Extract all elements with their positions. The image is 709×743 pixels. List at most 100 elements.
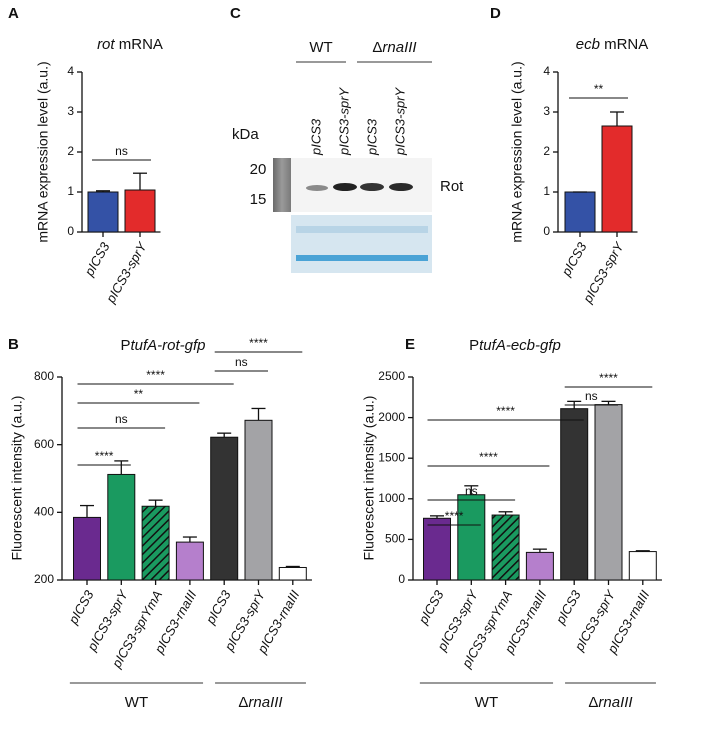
significance-label: ns: [115, 412, 128, 426]
bar: [278, 566, 307, 581]
bar: [628, 551, 657, 581]
band-label: Rot: [440, 178, 464, 195]
y-axis-label: Fluorescent intensity (a.u.): [361, 396, 377, 561]
y-tick-label: 0: [398, 572, 405, 586]
x-tick-label: pICS3: [65, 587, 97, 627]
lane-label: pICS3: [364, 118, 379, 156]
group-label: WT: [125, 694, 148, 711]
y-tick-label: 2: [67, 144, 74, 158]
significance-label: ****: [445, 509, 464, 523]
significance-label: **: [594, 82, 604, 96]
significance-label: **: [134, 387, 144, 401]
marker-label: 20: [250, 161, 267, 178]
y-tick-label: 4: [543, 64, 550, 78]
chart-title: PtufA-ecb-gfp: [469, 337, 561, 354]
significance-label: ns: [465, 484, 478, 498]
y-axis-label: mRNA expression level (a.u.): [509, 61, 525, 242]
bar: [423, 517, 451, 581]
chart-title-part: ecb: [576, 36, 600, 53]
y-tick-label: 4: [67, 64, 74, 78]
chart-title: rot mRNA: [97, 36, 163, 53]
bar: [457, 494, 486, 581]
y-tick-label: 0: [543, 224, 550, 238]
group-label: ΔrnaIII: [588, 694, 632, 711]
error-bar: [80, 504, 94, 518]
chart-title: ecb mRNA: [576, 36, 649, 53]
error-bar: [96, 190, 110, 192]
marker-label: 15: [250, 191, 267, 208]
bar: [87, 191, 119, 233]
chart-title-part: tufA-ecb-gfp: [479, 337, 561, 354]
group-label-part: Δ: [372, 39, 382, 56]
bar: [175, 541, 204, 581]
significance-label: ****: [249, 336, 268, 350]
y-tick-label: 800: [34, 369, 54, 383]
panel-letter: A: [8, 5, 19, 22]
group-label: WT: [309, 39, 332, 56]
error-bar: [251, 407, 266, 421]
unit-label: kDa: [232, 126, 259, 143]
chart-title-part: tufA-rot-gfp: [130, 337, 205, 354]
group-label-part: rnaIII: [598, 694, 632, 711]
y-axis-label: Fluorescent intensity (a.u.): [9, 396, 25, 561]
group-label: ΔrnaIII: [372, 39, 416, 56]
group-label-part: WT: [125, 694, 148, 711]
chart-title-part: rot: [97, 36, 115, 53]
x-tick-label: pICS3: [202, 587, 234, 627]
error-bar: [464, 485, 479, 495]
y-tick-label: 1500: [378, 450, 405, 464]
error-bar: [430, 515, 444, 519]
error-bar: [610, 111, 624, 126]
error-bar: [148, 499, 163, 507]
bar: [601, 125, 633, 233]
bar: [124, 189, 156, 233]
y-tick-label: 400: [34, 505, 54, 519]
y-tick-label: 2500: [378, 369, 405, 383]
group-label-part: WT: [309, 39, 332, 56]
error-bar: [114, 460, 129, 475]
bar: [141, 505, 170, 581]
significance-label: ****: [146, 368, 165, 382]
group-label: ΔrnaIII: [238, 694, 282, 711]
significance-label: ns: [585, 389, 598, 403]
error-bar: [635, 550, 650, 552]
group-label-part: rnaIII: [248, 694, 282, 711]
group-label-part: rnaIII: [382, 39, 416, 56]
y-tick-label: 1: [543, 184, 550, 198]
lane-label: pICS3-sprY: [392, 86, 407, 156]
bar: [107, 473, 136, 581]
error-bar: [532, 548, 547, 553]
group-label: WT: [475, 694, 498, 711]
significance-label: ****: [599, 371, 618, 385]
bar: [564, 191, 596, 233]
y-tick-label: 1000: [378, 491, 405, 505]
significance-label: ns: [115, 144, 128, 158]
y-tick-label: 200: [34, 572, 54, 586]
error-bar: [217, 432, 232, 438]
significance-label: ****: [479, 450, 498, 464]
error-bar: [601, 400, 616, 405]
x-tick-label: pICS3: [552, 587, 584, 627]
group-label-part: Δ: [238, 694, 248, 711]
error-bar: [285, 565, 300, 568]
chart-title: PtufA-rot-gfp: [120, 337, 205, 354]
y-tick-label: 0: [67, 224, 74, 238]
x-tick-label: pICS3: [558, 239, 590, 279]
bar: [244, 419, 273, 581]
chart-title-part: mRNA: [600, 36, 648, 53]
bar: [560, 408, 589, 581]
lane-label: pICS3: [308, 118, 323, 156]
bar: [210, 436, 239, 581]
y-tick-label: 2000: [378, 410, 405, 424]
chart-title-part: mRNA: [115, 36, 163, 53]
y-axis-label: mRNA expression level (a.u.): [35, 61, 51, 242]
x-tick-label: pICS3: [81, 239, 113, 279]
significance-label: ****: [496, 404, 515, 418]
significance-label: ns: [235, 355, 248, 369]
group-label-part: WT: [475, 694, 498, 711]
chart-title-part: P: [120, 337, 130, 354]
panel-letter: D: [490, 5, 501, 22]
y-tick-label: 500: [385, 532, 405, 546]
y-tick-label: 1: [67, 184, 74, 198]
